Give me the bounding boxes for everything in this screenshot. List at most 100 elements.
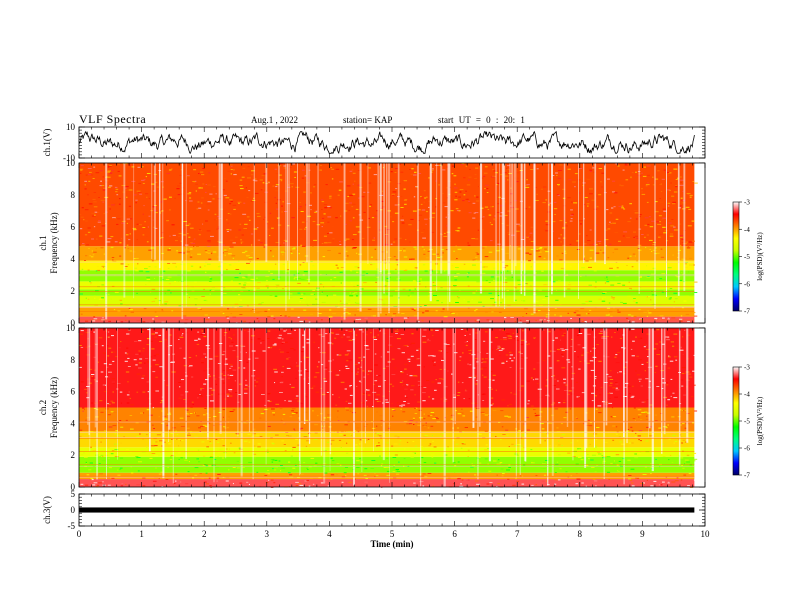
speckle <box>124 360 128 362</box>
speckle <box>356 447 360 449</box>
impulse-streak <box>420 328 422 487</box>
speckle <box>573 202 578 204</box>
speckle <box>287 262 290 264</box>
speckle <box>562 351 566 353</box>
speckle <box>254 379 256 381</box>
speckle <box>209 387 213 389</box>
speckle <box>612 252 614 254</box>
speckle <box>289 365 292 367</box>
speckle <box>428 206 430 208</box>
speckle <box>258 239 260 241</box>
impulse-streak <box>181 163 184 261</box>
speckle <box>374 248 377 250</box>
impulse-streak <box>524 328 527 462</box>
speckle <box>97 361 99 363</box>
speckle <box>628 314 632 316</box>
speckle <box>530 169 534 170</box>
speckle <box>455 259 459 261</box>
speckle <box>424 305 427 306</box>
speckle <box>312 303 316 305</box>
speckle <box>446 250 448 252</box>
speckle <box>206 250 211 251</box>
speckle <box>579 221 582 222</box>
speckle <box>135 270 139 272</box>
speckle <box>295 395 299 397</box>
speckle <box>284 198 289 200</box>
speckle <box>533 337 536 339</box>
speckle <box>600 181 602 183</box>
speckle <box>209 278 213 280</box>
speckle <box>456 395 460 396</box>
speckle <box>535 378 539 380</box>
speckle <box>297 278 302 279</box>
ch2-spectrogram-y-tick-label: 10 <box>66 323 76 333</box>
speckle <box>79 293 83 295</box>
speckle <box>298 253 300 255</box>
speckle <box>351 206 354 208</box>
speckle <box>401 352 405 354</box>
speckle <box>389 295 394 297</box>
speckle <box>409 423 413 425</box>
speckle <box>312 410 314 412</box>
speckle <box>465 198 469 200</box>
speckle <box>300 402 303 404</box>
speckle <box>322 301 326 303</box>
speckle <box>516 230 520 232</box>
speckle <box>174 197 176 199</box>
speckle <box>197 253 201 255</box>
speckle <box>92 254 95 256</box>
speckle <box>394 435 398 437</box>
speckle <box>108 426 113 428</box>
speckle <box>660 248 663 250</box>
speckle <box>462 415 466 417</box>
speckle <box>202 333 205 334</box>
ch1-spectrogram-y-tick-label: 10 <box>66 158 76 168</box>
speckle <box>347 313 351 315</box>
speckle <box>441 249 444 251</box>
speckle <box>154 207 157 209</box>
speckle <box>320 450 322 452</box>
speckle <box>229 411 234 412</box>
speckle <box>212 476 216 478</box>
speckle <box>274 382 276 384</box>
speckle <box>267 425 271 427</box>
speckle <box>556 360 560 362</box>
speckle <box>467 301 470 303</box>
speckle <box>142 477 146 479</box>
speckle <box>659 233 663 235</box>
speckle <box>225 316 229 318</box>
speckle <box>185 200 187 202</box>
speckle <box>222 382 225 384</box>
speckle <box>244 388 248 390</box>
speckle <box>430 329 433 331</box>
speckle <box>511 276 513 278</box>
speckle <box>455 443 459 445</box>
speckle <box>400 334 405 335</box>
speckle <box>287 184 289 186</box>
speckle <box>442 308 445 310</box>
speckle <box>153 391 156 393</box>
speckle <box>366 400 368 402</box>
speckle <box>592 167 595 169</box>
speckle <box>100 171 103 173</box>
speckle <box>330 474 335 476</box>
impulse-streak <box>501 163 504 299</box>
speckle <box>138 224 142 226</box>
speckle <box>639 216 641 218</box>
speckle <box>496 349 498 350</box>
speckle <box>506 360 508 362</box>
speckle <box>163 339 167 341</box>
speckle <box>200 389 202 391</box>
speckle <box>576 456 578 457</box>
speckle <box>487 448 490 450</box>
speckle <box>270 347 273 349</box>
speckle <box>617 282 621 284</box>
impulse-streak <box>603 328 605 479</box>
speckle <box>149 457 153 459</box>
speckle <box>407 295 410 297</box>
speckle <box>387 257 392 258</box>
speckle <box>468 202 472 204</box>
speckle <box>681 385 684 387</box>
speckle <box>457 227 461 229</box>
impulse-streak <box>299 328 300 476</box>
